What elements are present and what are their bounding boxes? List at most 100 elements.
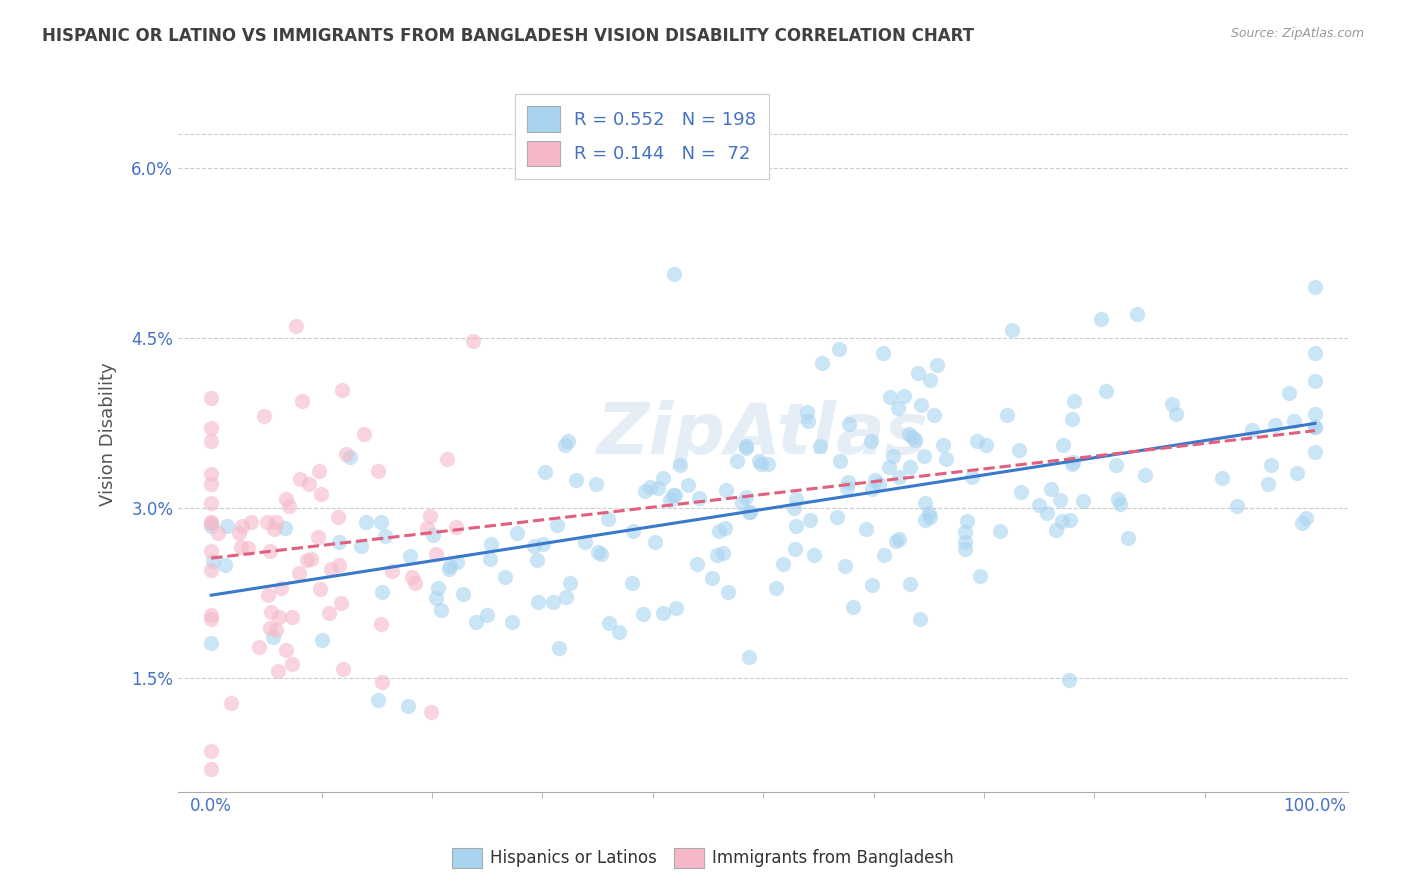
Point bbox=[1095, 384, 1118, 398]
Point bbox=[200, 762, 222, 776]
Point bbox=[200, 612, 222, 626]
Point bbox=[974, 438, 997, 452]
Point bbox=[887, 401, 910, 416]
Point bbox=[785, 492, 807, 507]
Point bbox=[1166, 407, 1188, 421]
Point bbox=[278, 500, 301, 514]
Point bbox=[1303, 407, 1326, 421]
Point bbox=[370, 516, 392, 530]
Point bbox=[796, 405, 818, 419]
Point bbox=[734, 490, 756, 504]
Point bbox=[621, 576, 644, 591]
Point bbox=[1090, 312, 1112, 326]
Point bbox=[200, 434, 222, 448]
Point bbox=[887, 469, 910, 483]
Point bbox=[598, 615, 620, 630]
Point bbox=[1295, 511, 1317, 525]
Point bbox=[543, 595, 565, 609]
Point bbox=[335, 447, 357, 461]
Point bbox=[898, 460, 921, 475]
Point bbox=[565, 473, 588, 487]
Point bbox=[200, 636, 222, 650]
Point bbox=[598, 512, 620, 526]
Point bbox=[298, 477, 321, 491]
Point bbox=[912, 449, 935, 463]
Point bbox=[860, 577, 883, 591]
Point bbox=[758, 458, 780, 472]
Point bbox=[1133, 468, 1156, 483]
Point bbox=[332, 662, 354, 676]
Point bbox=[783, 500, 806, 515]
Point bbox=[371, 675, 394, 690]
Point bbox=[332, 384, 354, 398]
Point bbox=[381, 564, 404, 578]
Point bbox=[1278, 385, 1301, 400]
Point bbox=[740, 505, 762, 519]
Point bbox=[665, 601, 688, 615]
Point bbox=[1059, 513, 1081, 527]
Point bbox=[735, 441, 758, 455]
Point bbox=[311, 633, 333, 648]
Point bbox=[855, 522, 877, 536]
Point bbox=[918, 509, 941, 524]
Point bbox=[259, 621, 281, 635]
Point bbox=[207, 525, 229, 540]
Point bbox=[200, 477, 222, 491]
Point bbox=[1045, 523, 1067, 537]
Point bbox=[419, 508, 441, 523]
Point bbox=[354, 516, 377, 530]
Point bbox=[1160, 397, 1182, 411]
Point bbox=[1260, 458, 1282, 472]
Point bbox=[546, 518, 568, 533]
Point bbox=[1028, 498, 1050, 512]
Point bbox=[1303, 420, 1326, 434]
Point bbox=[425, 548, 447, 562]
Point bbox=[350, 539, 373, 553]
Point bbox=[416, 521, 439, 535]
Point bbox=[1211, 471, 1233, 485]
Point bbox=[1257, 477, 1279, 491]
Point bbox=[270, 581, 292, 595]
Point bbox=[200, 515, 222, 529]
Point bbox=[371, 584, 394, 599]
Point bbox=[633, 483, 655, 498]
Point bbox=[1303, 374, 1326, 388]
Point bbox=[591, 548, 613, 562]
Point bbox=[329, 595, 352, 609]
Point bbox=[953, 541, 976, 556]
Point bbox=[897, 427, 920, 442]
Point bbox=[914, 496, 936, 510]
Point bbox=[399, 549, 422, 563]
Point bbox=[960, 470, 983, 484]
Point bbox=[1303, 445, 1326, 459]
Point bbox=[652, 606, 675, 620]
Point bbox=[966, 434, 988, 449]
Point bbox=[953, 534, 976, 549]
Point bbox=[868, 476, 890, 491]
Point bbox=[1059, 673, 1081, 687]
Point bbox=[711, 546, 734, 560]
Point bbox=[834, 559, 856, 574]
Point bbox=[465, 615, 488, 629]
Point bbox=[200, 543, 222, 558]
Point bbox=[1071, 494, 1094, 508]
Point bbox=[872, 346, 894, 360]
Point bbox=[291, 394, 314, 409]
Point bbox=[1007, 442, 1029, 457]
Point bbox=[200, 392, 222, 406]
Point bbox=[257, 588, 280, 602]
Point bbox=[274, 492, 297, 507]
Point bbox=[1286, 467, 1309, 481]
Point bbox=[1240, 423, 1263, 437]
Point bbox=[585, 477, 607, 491]
Point bbox=[560, 575, 582, 590]
Point bbox=[307, 530, 329, 544]
Point bbox=[281, 657, 304, 671]
Point bbox=[501, 615, 523, 629]
Point bbox=[1282, 414, 1305, 428]
Point bbox=[481, 537, 503, 551]
Point bbox=[430, 602, 453, 616]
Point bbox=[231, 519, 253, 533]
Point bbox=[479, 552, 502, 566]
Point bbox=[219, 696, 242, 710]
